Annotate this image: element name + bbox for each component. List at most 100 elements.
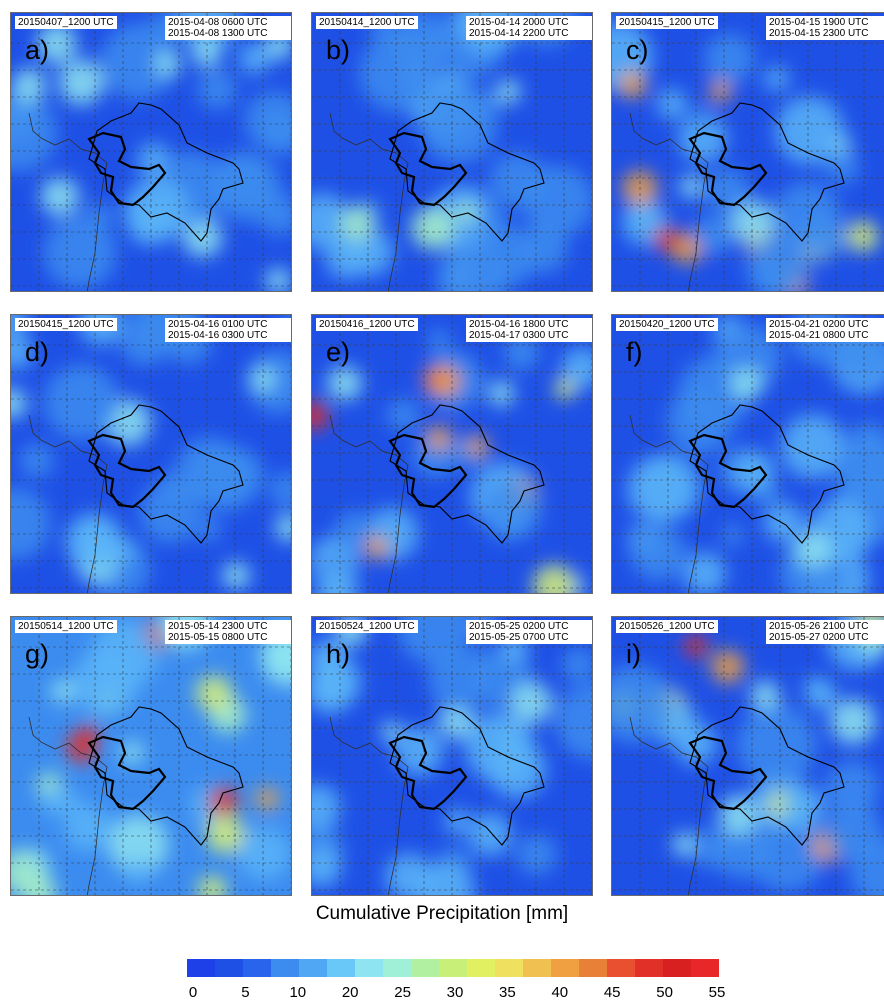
precip-blob (667, 389, 733, 455)
colorbar-swatch (691, 959, 719, 977)
precip-blob (12, 68, 47, 103)
model-run-label: 20150407_1200 UTC (15, 16, 117, 29)
colorbar-swatch (271, 959, 299, 977)
precip-blob (411, 207, 454, 250)
window-end: 2015-04-21 0800 UTC (769, 330, 884, 341)
precip-blob (523, 165, 593, 236)
panel-letter: i) (626, 639, 641, 670)
precip-blob (654, 227, 679, 252)
colorbar-tick-label: 5 (241, 984, 249, 1001)
precip-blob (127, 200, 172, 245)
precip-blob (29, 851, 49, 871)
precip-blob (44, 216, 117, 289)
precip-blob (775, 96, 843, 164)
colorbar-tick-label: 30 (447, 984, 464, 1001)
colorbar-tick-label: 40 (551, 984, 568, 1001)
precip-blob (722, 524, 744, 546)
colorbar-tick-label: 50 (656, 984, 673, 1001)
precip-blob (734, 452, 774, 492)
precip-blob (238, 827, 291, 880)
window-start: 2015-04-16 0100 UTC (168, 319, 292, 330)
precip-blob (444, 808, 470, 834)
colorbar-swatch (187, 959, 215, 977)
precip-blob (476, 208, 506, 238)
precip-map (612, 617, 884, 896)
precip-blob (497, 80, 521, 104)
panel-letter: a) (25, 35, 49, 66)
precip-blob (41, 177, 80, 216)
precip-blob (256, 787, 279, 810)
model-run-label: 20150415_1200 UTC (15, 318, 117, 331)
precip-blob (387, 399, 420, 432)
precip-map (312, 315, 593, 594)
colorbar-swatch (523, 959, 551, 977)
panel-letter: f) (626, 337, 643, 368)
precip-blob (196, 675, 232, 711)
window-start: 2015-05-14 2300 UTC (168, 621, 292, 632)
colorbar-tick-label: 0 (189, 984, 197, 1001)
colorbar-swatch (635, 959, 663, 977)
colorbar-tick-label: 35 (499, 984, 516, 1001)
window-end: 2015-05-25 0700 UTC (469, 632, 593, 643)
window-start: 2015-04-21 0200 UTC (769, 319, 884, 330)
precip-blob (627, 456, 694, 523)
precip-blob (516, 834, 556, 874)
colorbar (187, 959, 719, 977)
precip-blob (794, 531, 831, 568)
precip-blob (750, 681, 780, 711)
panel-letter: h) (326, 639, 350, 670)
precip-map (312, 13, 593, 292)
precip-blob (59, 60, 104, 105)
precip-blob (694, 214, 734, 254)
precip-blob (830, 699, 876, 745)
precip-blob (197, 70, 236, 109)
window-end: 2015-05-27 0200 UTC (769, 632, 884, 643)
colorbar-tick-label: 25 (394, 984, 411, 1001)
precip-blob (511, 682, 552, 723)
colorbar-tick-label: 20 (342, 984, 359, 1001)
window-end: 2015-05-15 0800 UTC (168, 632, 292, 643)
precip-blob (120, 741, 144, 765)
model-run-label: 20150415_1200 UTC (616, 16, 718, 29)
precip-blob (120, 316, 170, 366)
precip-blob (711, 650, 745, 684)
precip-map (612, 315, 884, 594)
precip-blob (340, 206, 374, 240)
panel-letter: b) (326, 35, 350, 66)
precip-blob (428, 649, 491, 712)
precip-blob (196, 517, 221, 542)
precip-blob (155, 51, 181, 77)
precip-map (11, 617, 292, 896)
precip-blob (489, 741, 547, 799)
precip-blob (456, 203, 476, 223)
colorbar-swatch (551, 959, 579, 977)
window-end: 2015-04-16 0300 UTC (168, 330, 292, 341)
precip-blob (657, 89, 687, 119)
colorbar-swatch (439, 959, 467, 977)
precip-blob (428, 329, 451, 352)
panel-letter: e) (326, 337, 350, 368)
precip-map (11, 315, 292, 594)
precip-map (612, 13, 884, 292)
precip-blob (468, 813, 512, 857)
precip-blob (764, 503, 804, 543)
colorbar-swatch (243, 959, 271, 977)
colorbar-tick-label: 45 (604, 984, 621, 1001)
precip-blob (731, 368, 763, 400)
precip-blob (782, 786, 826, 830)
precip-blob (212, 152, 270, 210)
precip-blob (680, 175, 703, 198)
precip-blob (420, 86, 497, 163)
colorbar-tick-label: 55 (709, 984, 726, 1001)
